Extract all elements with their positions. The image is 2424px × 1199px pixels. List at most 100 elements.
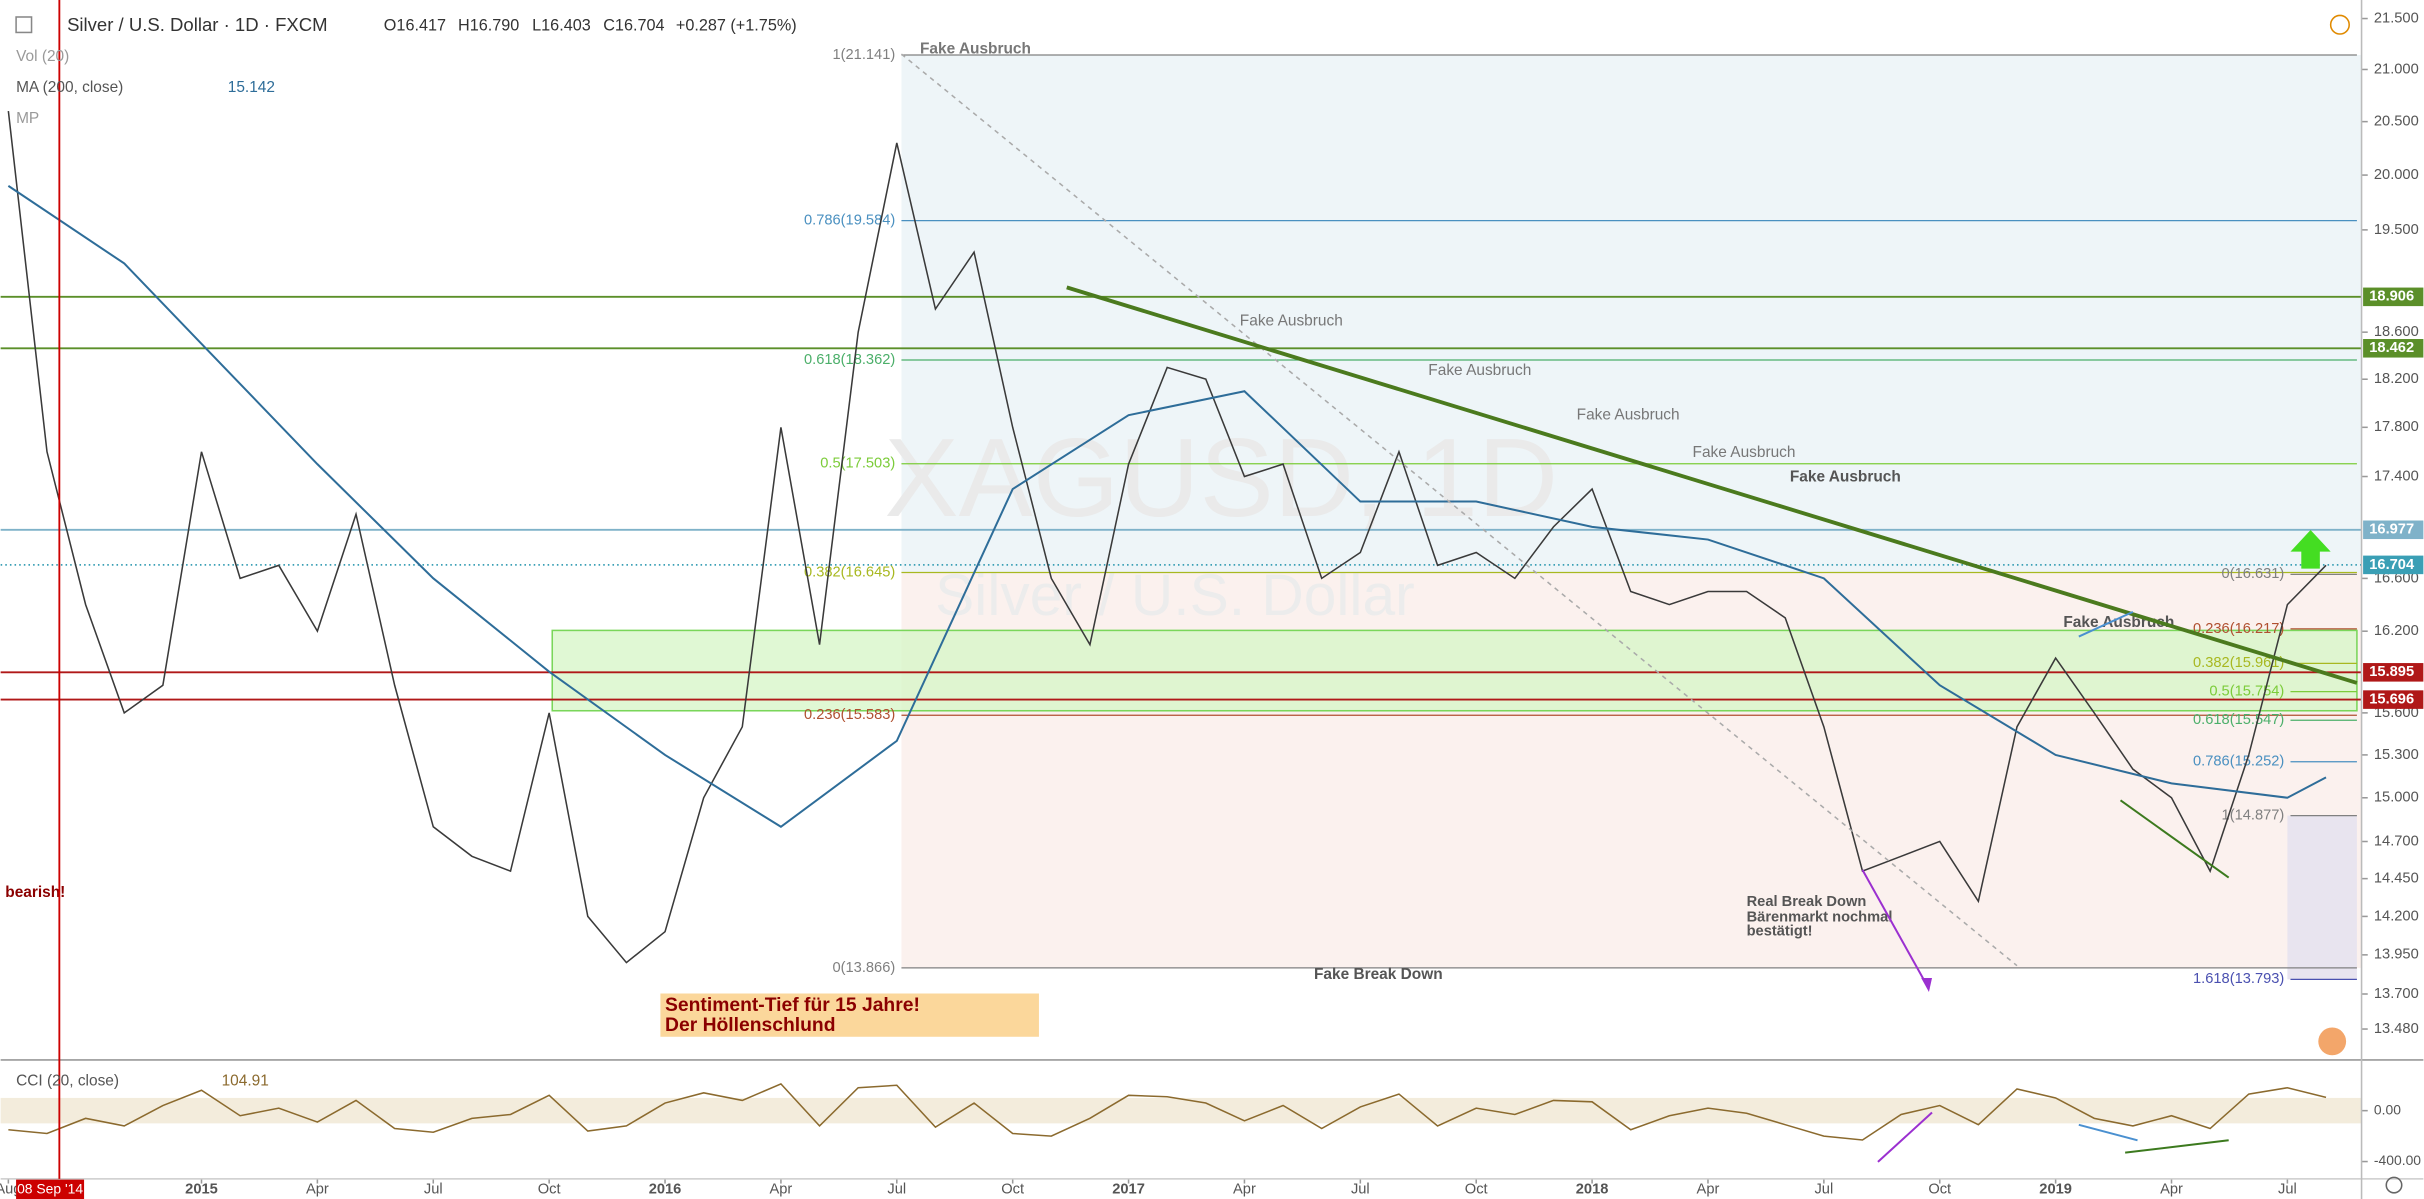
y-tick-label: 14.200 xyxy=(2374,908,2419,924)
fib-label: 0.618(18.362) xyxy=(804,352,895,368)
x-tick-label: Jul xyxy=(424,1182,443,1198)
level-label: 15.895 xyxy=(2369,664,2414,680)
annotation: Fake Ausbruch xyxy=(1693,444,1796,461)
indicator[interactable]: MP xyxy=(16,110,39,127)
cci-value: 104.91 xyxy=(222,1073,269,1090)
annotation: bearish! xyxy=(5,884,65,901)
callout: Sentiment-Tief für 15 Jahre! xyxy=(665,995,920,1016)
x-tick-label: Oct xyxy=(1465,1182,1488,1198)
level-tag xyxy=(2363,339,2424,358)
y-tick-label: 15.300 xyxy=(2374,747,2419,763)
arrow xyxy=(2078,1123,2138,1142)
watermark: XAGUSD, 1D xyxy=(884,415,1558,540)
x-tick-label: Aug xyxy=(0,1182,21,1198)
ma-value: 15.142 xyxy=(228,79,275,96)
level-tag xyxy=(2363,690,2424,709)
x-tick-label: Jul xyxy=(1351,1182,1370,1198)
level-tag xyxy=(2363,520,2424,540)
fib-label: 0.786(15.252) xyxy=(2193,754,2284,770)
alert-icon[interactable] xyxy=(2329,14,2350,35)
fib-zone-right xyxy=(2287,815,2357,980)
y-tick-label: 13.480 xyxy=(2374,1021,2419,1037)
annotation: Real Break Down xyxy=(1747,894,1867,910)
x-tick-label: 2016 xyxy=(649,1182,682,1198)
settings-icon[interactable] xyxy=(2385,1176,2403,1194)
annotation: Fake Ausbruch xyxy=(1428,362,1531,379)
cursor-date-box xyxy=(16,1178,85,1199)
up-arrow xyxy=(2290,529,2331,569)
y-tick-label: 20.000 xyxy=(2374,167,2419,183)
x-tick-label: Apr xyxy=(1233,1182,1256,1198)
fib-label: 1(21.141) xyxy=(833,47,896,63)
annotation: Fake Ausbruch xyxy=(920,41,1031,58)
level-tag xyxy=(2363,663,2424,682)
callout: Der Höllenschlund xyxy=(665,1015,835,1036)
indicator[interactable]: Vol (20) xyxy=(16,48,69,65)
fib-label: 0.5(15.754) xyxy=(2209,683,2284,699)
ohlc: +0.287 (+1.75%) xyxy=(676,17,797,35)
ma-line xyxy=(7,185,2327,828)
support-zone xyxy=(551,629,2358,712)
fib-label: 0.5(17.503) xyxy=(820,456,895,472)
annotation: bestätigt! xyxy=(1747,924,1813,940)
indicator[interactable]: MA (200, close) xyxy=(16,79,123,96)
y-tick-label: 16.600 xyxy=(2374,570,2419,586)
y-tick-label: 21.500 xyxy=(2374,10,2419,26)
annotation: Bärenmarkt nochmal xyxy=(1747,910,1893,926)
level-label: 18.906 xyxy=(2369,289,2414,305)
fib-label: 1.618(13.793) xyxy=(2193,971,2284,987)
x-tick-label: 2015 xyxy=(185,1182,218,1198)
y-tick-label: 19.500 xyxy=(2374,222,2419,238)
y-tick-label: 16.200 xyxy=(2374,623,2419,639)
level-tag xyxy=(2363,555,2424,575)
y-tick-label: 17.400 xyxy=(2374,468,2419,484)
level-tag xyxy=(2363,287,2424,307)
ohlc: L16.403 xyxy=(532,17,591,35)
x-tick-label: Apr xyxy=(2160,1182,2183,1198)
annotation: Fake Ausbruch xyxy=(1790,469,1901,486)
level-label: 18.462 xyxy=(2369,340,2414,356)
y-tick-label: 21.000 xyxy=(2374,61,2419,77)
cci-title: CCI (20, close) xyxy=(16,1073,119,1090)
plot: 21.500 21.000 20.500 20.000 19.500 18.600 18.2… xyxy=(0,10,2424,1199)
annotation: Fake Break Down xyxy=(1314,966,1443,983)
cci-line xyxy=(8,1082,2327,1141)
collapse-icon[interactable] xyxy=(15,16,33,34)
x-tick-label: Apr xyxy=(306,1182,329,1198)
fib-label: 0.236(16.217) xyxy=(2193,621,2284,637)
x-tick-label: Oct xyxy=(1001,1182,1024,1198)
x-tick-label: 2017 xyxy=(1112,1182,1145,1198)
trendline xyxy=(1066,285,2358,685)
annotation: Fake Ausbruch xyxy=(1240,312,1343,329)
symbol-title: Silver / U.S. Dollar · 1D · FXCM xyxy=(67,14,328,35)
arrow xyxy=(2125,1139,2229,1154)
arrow xyxy=(1861,869,1930,990)
y-tick-label: 13.700 xyxy=(2374,986,2419,1002)
y-tick-label: 15.000 xyxy=(2374,790,2419,806)
x-tick-label: Oct xyxy=(538,1182,561,1198)
fib-label: 0.382(15.961) xyxy=(2193,655,2284,671)
cci-tick-label: -400.00 xyxy=(2374,1152,2421,1168)
level-label: 16.977 xyxy=(2369,522,2414,538)
price-line xyxy=(7,111,2327,964)
x-tick-label: Jul xyxy=(887,1182,906,1198)
x-tick-label: Jul xyxy=(2278,1182,2297,1198)
x-tick-label: Oct xyxy=(1928,1182,1951,1198)
fib-label: 0(13.866) xyxy=(833,960,896,976)
fib-label: 0.382(16.645) xyxy=(804,564,895,580)
x-tick-label: 2019 xyxy=(2039,1182,2072,1198)
callout-box xyxy=(660,993,1039,1037)
flag-icon[interactable] xyxy=(2318,1027,2347,1056)
fib-label: 1(14.877) xyxy=(2222,807,2285,823)
level-label: 15.696 xyxy=(2369,691,2414,707)
cursor-date: 08 Sep '14 xyxy=(17,1180,83,1196)
x-tick-label: Apr xyxy=(770,1182,793,1198)
fib-label: 0.618(15.547) xyxy=(2193,712,2284,728)
ohlc: H16.790 xyxy=(458,17,519,35)
x-tick-label: Jul xyxy=(1814,1182,1833,1198)
ohlc: O16.417 xyxy=(384,17,446,35)
y-tick-label: 18.200 xyxy=(2374,371,2419,387)
arrowhead xyxy=(1921,978,1933,992)
y-tick-label: 20.500 xyxy=(2374,114,2419,130)
